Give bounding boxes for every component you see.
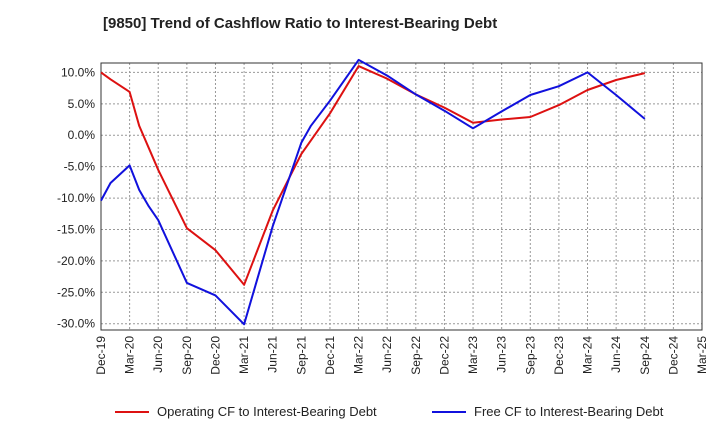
- axes: [100, 62, 703, 331]
- x-tick-label: Mar-24: [581, 336, 595, 374]
- x-tick-label: Jun-20: [151, 336, 165, 373]
- series-line-free-cf: [100, 58, 646, 326]
- y-tick-labels: 10.0% 5.0% 0.0% -5.0% -10.0% -15.0% -20.0% -25.…: [57, 65, 95, 330]
- y-tick-label: -20.0%: [57, 254, 95, 268]
- x-tick-label: Sep-22: [409, 336, 423, 375]
- plot-frame: [100, 62, 703, 331]
- x-tick-label: Dec-22: [437, 336, 451, 375]
- legend-item-free-cf: Free CF to Interest-Bearing Debt: [432, 404, 663, 419]
- x-tick-label: Sep-21: [294, 336, 308, 375]
- x-tick-label: Mar-22: [352, 336, 366, 374]
- x-tick-label: Dec-20: [208, 336, 222, 375]
- legend: Operating CF to Interest-Bearing Debt Fr…: [0, 404, 720, 426]
- x-tick-label: Mar-20: [123, 336, 137, 374]
- y-tick-label: -15.0%: [57, 222, 95, 236]
- x-tick-label: Mar-25: [695, 336, 709, 374]
- x-tick-label: Sep-24: [638, 336, 652, 375]
- series-lines: [100, 58, 646, 326]
- legend-item-operating-cf: Operating CF to Interest-Bearing Debt: [115, 404, 377, 419]
- x-tick-label: Sep-23: [523, 336, 537, 375]
- x-tick-label: Dec-23: [552, 336, 566, 375]
- legend-label-free-cf: Free CF to Interest-Bearing Debt: [474, 404, 664, 419]
- y-tick-label: -25.0%: [57, 285, 95, 299]
- x-tick-label: Mar-23: [466, 336, 480, 374]
- x-tick-label: Mar-21: [237, 336, 251, 374]
- legend-label-operating-cf: Operating CF to Interest-Bearing Debt: [157, 404, 377, 419]
- y-tick-label: -10.0%: [57, 191, 95, 205]
- x-tick-label: Sep-20: [180, 336, 194, 375]
- x-tick-label: Jun-22: [380, 336, 394, 373]
- chart-title: [9850] Trend of Cashflow Ratio to Intere…: [103, 15, 498, 32]
- y-tick-label: 10.0%: [61, 65, 95, 79]
- series-line-operating-cf: [100, 65, 646, 286]
- legend-swatch-operating-cf: [115, 410, 149, 413]
- legend-swatch-free-cf: [432, 410, 466, 413]
- x-tick-labels: Dec-19 Mar-20 Jun-20 Sep-20 Dec-20 Mar-21 Jun-…: [94, 336, 709, 375]
- y-tick-label: -5.0%: [64, 160, 96, 174]
- y-tick-label: 5.0%: [68, 97, 96, 111]
- y-tick-label: -30.0%: [57, 317, 95, 331]
- x-tick-label: Jun-23: [495, 336, 509, 373]
- y-tick-label: 0.0%: [68, 128, 96, 142]
- x-tick-label: Jun-24: [609, 336, 623, 373]
- x-tick-label: Dec-24: [666, 336, 680, 375]
- x-tick-label: Dec-21: [323, 336, 337, 375]
- x-tick-label: Jun-21: [266, 336, 280, 373]
- x-tick-label: Dec-19: [94, 336, 108, 375]
- grid-lines: [101, 63, 702, 330]
